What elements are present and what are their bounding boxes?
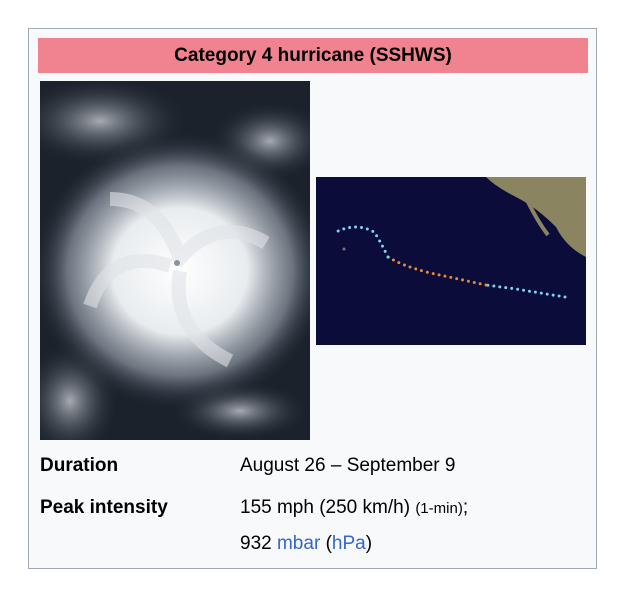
row-value: August 26 – September 9 (240, 455, 456, 476)
unit-link[interactable]: hPa (331, 533, 366, 554)
row-label: Duration (40, 455, 119, 476)
note: (1-min) (415, 500, 463, 517)
unit-link[interactable]: mbar (276, 533, 321, 554)
paren: ( (325, 533, 332, 554)
separator: ; (462, 497, 469, 518)
row-value: 932 mbar (hPa) (240, 533, 372, 555)
paren: ) (365, 533, 373, 554)
track-map (316, 177, 586, 345)
row-label: Peak intensity (40, 497, 168, 518)
infobox-header: Category 4 hurricane (SSHWS) (38, 38, 588, 73)
speed: 155 mph (250 km/h) (240, 497, 411, 518)
pressure: 932 (240, 533, 272, 554)
row-value: 155 mph (250 km/h) (1-min); (240, 497, 468, 519)
satellite-image (40, 81, 310, 440)
